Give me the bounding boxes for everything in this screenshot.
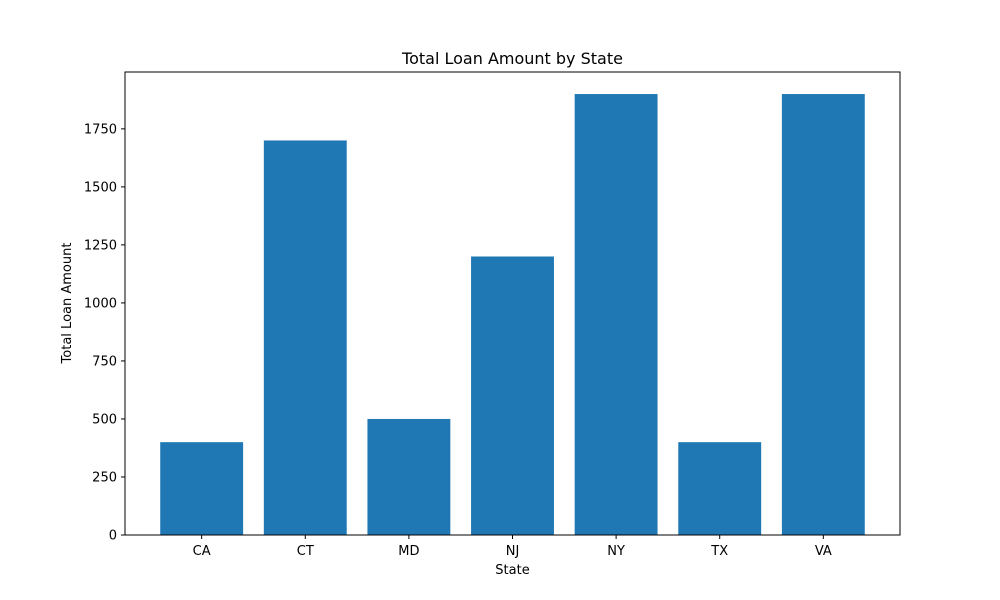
x-tick-label-md: MD	[398, 544, 419, 559]
x-axis-title: State	[495, 563, 529, 578]
bar-tx	[678, 442, 762, 535]
x-tick-label-ct: CT	[297, 544, 314, 559]
bar-nj	[471, 256, 554, 535]
bar-ct	[263, 140, 347, 535]
bar-md	[367, 418, 451, 535]
x-tick-label-tx: TX	[710, 544, 728, 559]
chart-title: Total Loan Amount by State	[401, 49, 623, 68]
bar-ca	[160, 442, 244, 535]
bar-ny	[574, 94, 658, 536]
y-axis: 0 250 500 750 1000 1250 1500 1750	[84, 122, 125, 544]
y-axis-title: Total Loan Amount	[60, 243, 75, 365]
x-axis: CA CT MD NJ NY TX VA	[193, 535, 832, 559]
y-tick-label-1000: 1000	[84, 296, 117, 311]
y-tick-label-500: 500	[92, 412, 117, 427]
y-tick-label-250: 250	[92, 470, 117, 485]
y-tick-label-0: 0	[109, 529, 117, 544]
y-tick-label-750: 750	[92, 354, 117, 369]
y-tick-label-1250: 1250	[84, 238, 117, 253]
x-tick-label-nj: NJ	[506, 544, 520, 559]
x-tick-label-ny: NY	[607, 544, 625, 559]
y-tick-label-1750: 1750	[84, 122, 117, 137]
x-tick-label-va: VA	[815, 544, 832, 559]
bar-va	[781, 94, 865, 536]
x-tick-label-ca: CA	[193, 544, 211, 559]
y-tick-label-1500: 1500	[84, 180, 117, 195]
bars-group	[160, 94, 865, 536]
plot-frame	[124, 71, 901, 536]
